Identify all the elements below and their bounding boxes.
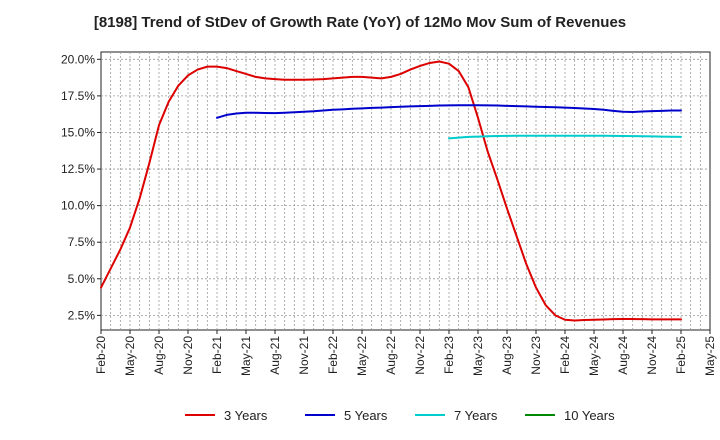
legend: 3 Years 5 Years 7 Years 10 Years [185, 408, 615, 423]
x-tick-label: Feb-23 [442, 336, 456, 374]
x-tick-label: Aug-20 [152, 336, 166, 375]
x-tick-label: May-21 [239, 336, 253, 376]
series-line-5-years [216, 104, 682, 119]
plot-area [100, 51, 711, 331]
x-tick-label: Aug-21 [268, 336, 282, 375]
y-tick-label: 7.5% [68, 235, 96, 249]
x-tick-label: May-25 [703, 336, 717, 376]
x-tick-label: May-20 [123, 336, 137, 376]
y-tick-label: 20.0% [61, 52, 95, 66]
y-tick-label: 2.5% [68, 308, 96, 322]
x-tick-label: May-23 [471, 336, 485, 376]
legend-label-3-years: 3 Years [224, 408, 268, 423]
legend-label-10-years: 10 Years [564, 408, 615, 423]
x-tick-label: Nov-20 [181, 336, 195, 375]
x-tick-label: Feb-25 [674, 336, 688, 374]
series-line-7-years [448, 134, 682, 140]
y-tick-label: 10.0% [61, 199, 95, 213]
chart-title: [8198] Trend of StDev of Growth Rate (Yo… [93, 14, 627, 31]
x-tick-label: Feb-21 [210, 336, 224, 374]
x-tick-label: May-22 [355, 336, 369, 376]
y-tick-label: 15.0% [61, 125, 95, 139]
legend-label-5-years: 5 Years [344, 408, 388, 423]
x-tick-label: Nov-23 [529, 336, 543, 375]
y-tick-label: 17.5% [61, 89, 95, 103]
x-tick-label: Nov-22 [413, 336, 427, 375]
x-tick-label: Feb-20 [94, 336, 108, 374]
series-layer [100, 60, 682, 322]
grid-layer [101, 52, 710, 330]
y-tick-label: 12.5% [61, 162, 95, 176]
x-tick-label: Aug-24 [616, 336, 630, 375]
x-tick-label: Nov-24 [645, 336, 659, 375]
series-line-3-years [100, 60, 682, 322]
x-tick-label: Aug-23 [500, 336, 514, 375]
y-tick-label: 5.0% [68, 272, 96, 286]
x-tick-label: Feb-24 [558, 336, 572, 374]
x-tick-label: Feb-22 [326, 336, 340, 374]
axis-layer: 2.5% 5.0% 7.5% 10.0% 12.5% 15.0% 17.5% 20.0% Feb… [61, 52, 717, 376]
x-tick-label: Aug-22 [384, 336, 398, 375]
legend-label-7-years: 7 Years [454, 408, 498, 423]
x-tick-label: Nov-21 [297, 336, 311, 375]
x-tick-label: May-24 [587, 336, 601, 376]
